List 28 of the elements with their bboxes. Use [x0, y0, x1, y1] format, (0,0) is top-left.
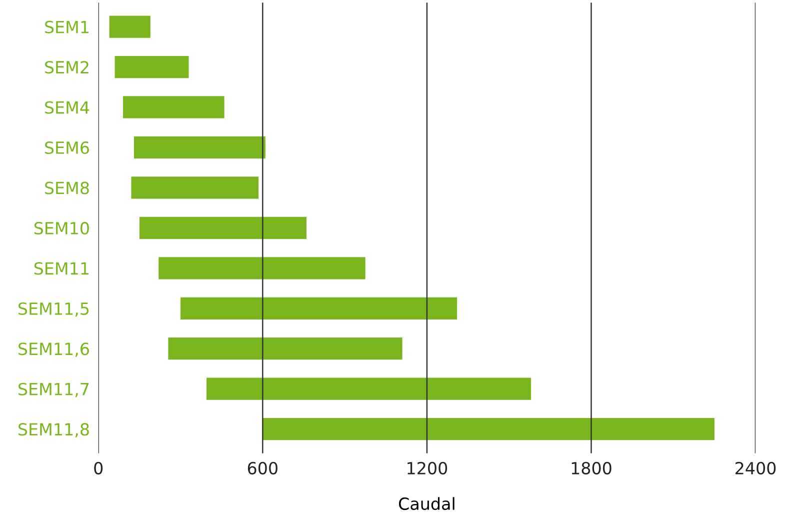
- bar: [262, 418, 714, 440]
- x-tick-label: 2400: [736, 462, 776, 474]
- bar: [114, 56, 189, 78]
- y-tick-label: SEM1: [45, 20, 88, 34]
- x-tick-label: 1200: [408, 462, 448, 474]
- bar: [139, 216, 306, 239]
- bar: [206, 378, 531, 400]
- bar: [168, 338, 402, 360]
- y-tick-label: SEM2: [45, 60, 88, 74]
- x-tick-label: 600: [248, 462, 278, 474]
- x-tick-label: 1800: [572, 462, 612, 474]
- bar: [123, 96, 224, 118]
- bar: [158, 257, 366, 280]
- bar: [109, 16, 150, 38]
- y-tick-label: SEM8: [45, 182, 89, 194]
- y-tick-label: SEM6: [45, 141, 89, 154]
- x-tick-label: 0: [94, 462, 103, 474]
- y-tick-label: SEM11,7: [18, 382, 89, 398]
- bar: [180, 297, 458, 320]
- y-tick-label: SEM11: [34, 262, 88, 275]
- bar: [131, 176, 259, 199]
- y-tick-label: SEM10: [34, 222, 89, 234]
- x-axis-title: Caudal: [398, 497, 454, 510]
- bar: [134, 136, 266, 159]
- y-tick-label: SEM11,6: [18, 342, 89, 357]
- y-tick-label: SEM11,8: [18, 423, 89, 438]
- y-tick-label: SEM11,5: [18, 302, 89, 317]
- y-tick-label: SEM4: [45, 101, 90, 114]
